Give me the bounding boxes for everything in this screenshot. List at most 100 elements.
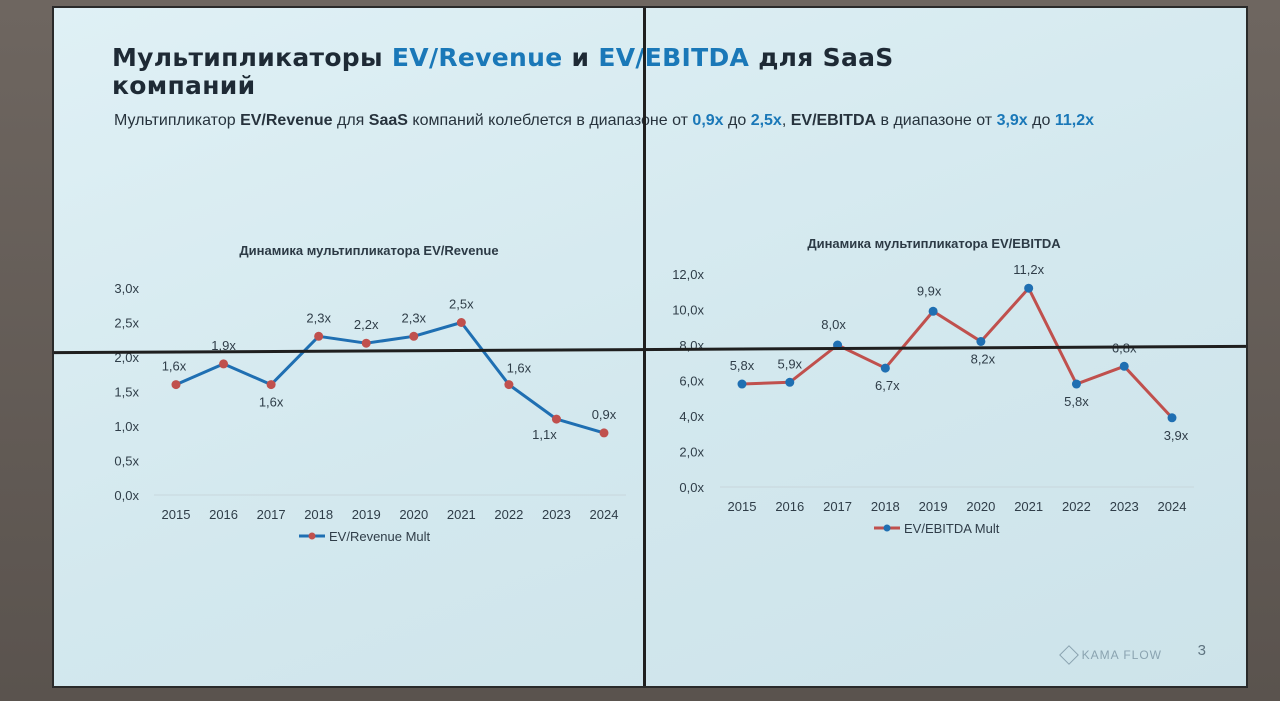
subtitle-bold: EV/EBITDA — [790, 112, 877, 129]
ebitda-data-label: 9,9x — [917, 283, 942, 298]
subtitle-number: 11,2x — [1054, 112, 1094, 129]
ebitda-data-point — [1071, 379, 1081, 389]
ebitda-data-point — [1024, 283, 1034, 293]
revenue-data-label: 1,6x — [259, 395, 284, 410]
ebitda-x-tick-label: 2019 — [919, 499, 948, 514]
ebitda-x-tick-label: 2022 — [1062, 499, 1091, 514]
revenue-x-tick-label: 2024 — [590, 507, 619, 522]
revenue-y-tick-label: 2,5x — [114, 316, 139, 331]
ebitda-data-point — [785, 377, 795, 387]
title-text: Мультипликаторы — [112, 43, 392, 72]
subtitle-text: в диапазоне от — [876, 112, 997, 129]
subtitle-text: компаний колеблется в диапазоне от — [407, 112, 693, 129]
ebitda-data-label: 6,7x — [875, 378, 900, 393]
revenue-data-point — [314, 331, 324, 341]
ebitda-x-tick-label: 2018 — [871, 499, 900, 514]
revenue-data-label: 2,5x — [449, 297, 474, 312]
ebitda-y-tick-label: 12,0x — [672, 267, 704, 282]
revenue-data-point — [361, 338, 371, 348]
revenue-data-label: 2,2x — [354, 317, 379, 332]
revenue-x-tick-label: 2017 — [257, 507, 286, 522]
subtitle-text: до — [723, 112, 751, 129]
revenue-y-tick-label: 0,5x — [114, 454, 139, 469]
revenue-x-tick-label: 2020 — [399, 507, 428, 522]
ebitda-x-tick-label: 2024 — [1158, 499, 1187, 514]
screen-seam-vertical — [643, 8, 646, 686]
slide-screen: Мультипликаторы EV/Revenue и EV/EBITDA д… — [52, 6, 1248, 688]
title-accent-ebitda: EV/EBITDA — [598, 43, 750, 72]
ebitda-data-point — [737, 379, 747, 389]
subtitle-bold: SaaS — [368, 112, 408, 129]
revenue-x-tick-label: 2018 — [304, 507, 333, 522]
revenue-data-point — [409, 331, 419, 341]
logo-icon — [1058, 645, 1079, 665]
ebitda-x-tick-label: 2017 — [823, 499, 852, 514]
ebitda-y-tick-label: 4,0x — [679, 409, 704, 424]
revenue-legend-marker — [308, 532, 316, 540]
ebitda-data-label: 8,2x — [971, 351, 996, 366]
ebitda-series-line — [741, 286, 1174, 419]
revenue-legend-label: EV/Revenue Mult — [329, 529, 431, 544]
subtitle-text: для — [332, 112, 369, 129]
subtitle-number: 3,9x — [996, 112, 1028, 129]
revenue-data-label: 1,6x — [507, 361, 532, 376]
revenue-y-tick-label: 0,0x — [114, 488, 139, 503]
ebitda-x-tick-label: 2016 — [775, 499, 804, 514]
title-text-end: для SaaS компаний — [112, 43, 894, 100]
ebitda-data-label: 8,0x — [821, 317, 846, 332]
revenue-data-point — [599, 428, 609, 438]
revenue-series-line — [175, 321, 605, 435]
ebitda-data-label: 5,8x — [730, 358, 755, 373]
ebitda-x-tick-label: 2020 — [966, 499, 995, 514]
revenue-x-tick-label: 2019 — [352, 507, 381, 522]
revenue-data-point — [456, 318, 466, 327]
revenue-data-label: 2,3x — [306, 310, 331, 325]
revenue-data-point — [551, 414, 561, 424]
ebitda-x-tick-label: 2015 — [728, 499, 757, 514]
revenue-data-label: 1,1x — [532, 427, 557, 442]
page-number: 3 — [1197, 642, 1206, 659]
subtitle-text: Мультипликатор — [114, 112, 241, 129]
ebitda-data-label: 5,9x — [777, 356, 802, 371]
ebitda-legend-label: EV/EBITDA Mult — [904, 521, 1000, 536]
subtitle-number: 2,5x — [750, 112, 782, 129]
ebitda-y-tick-label: 2,0x — [679, 445, 704, 460]
company-logo: KAMA FLOW — [1058, 645, 1162, 665]
ebitda-x-tick-label: 2023 — [1110, 499, 1139, 514]
ebitda-x-tick-label: 2021 — [1014, 499, 1043, 514]
ebitda-data-point — [928, 306, 938, 316]
ebitda-y-tick-label: 6,0x — [679, 374, 704, 389]
revenue-data-label: 1,9x — [211, 338, 236, 353]
subtitle-number: 0,9x — [692, 112, 724, 129]
revenue-data-label: 1,6x — [162, 359, 187, 374]
revenue-y-tick-label: 1,5x — [114, 385, 139, 400]
slide-subtitle: Мультипликатор EV/Revenue для SaaS компа… — [114, 112, 1234, 130]
revenue-y-tick-label: 1,0x — [114, 419, 139, 434]
ebitda-chart-title: Динамика мультипликатора EV/EBITDA — [807, 236, 1061, 251]
revenue-x-tick-label: 2016 — [209, 507, 238, 522]
ebitda-data-label: 5,8x — [1064, 394, 1089, 409]
title-text-and: и — [562, 43, 599, 72]
subtitle-bold: EV/Revenue — [240, 112, 333, 129]
revenue-x-tick-label: 2022 — [494, 507, 523, 522]
ebitda-data-point — [1167, 413, 1177, 423]
revenue-data-point — [266, 380, 276, 390]
ebitda-data-point — [976, 336, 986, 346]
ebitda-data-label: 11,2x — [1013, 262, 1044, 277]
logo-text: KAMA FLOW — [1081, 648, 1162, 662]
revenue-data-point — [171, 380, 181, 390]
ebitda-legend-marker — [883, 524, 891, 532]
charts-canvas: Динамика мультипликатора EV/Revenue 0,0x 0… — [114, 236, 1194, 544]
ebitda-y-tick-label: 10,0x — [672, 303, 704, 318]
revenue-data-point — [504, 380, 514, 390]
revenue-x-tick-label: 2015 — [162, 507, 191, 522]
revenue-data-point — [219, 359, 229, 369]
revenue-chart-title: Динамика мультипликатора EV/Revenue — [239, 243, 498, 258]
revenue-data-label: 0,9x — [592, 407, 617, 422]
subtitle-text: , — [781, 112, 791, 129]
ebitda-data-label: 3,9x — [1164, 428, 1189, 443]
revenue-data-label: 2,3x — [401, 310, 426, 325]
revenue-x-tick-label: 2021 — [447, 507, 476, 522]
subtitle-text: до — [1027, 112, 1055, 129]
title-accent-revenue: EV/Revenue — [391, 43, 563, 72]
